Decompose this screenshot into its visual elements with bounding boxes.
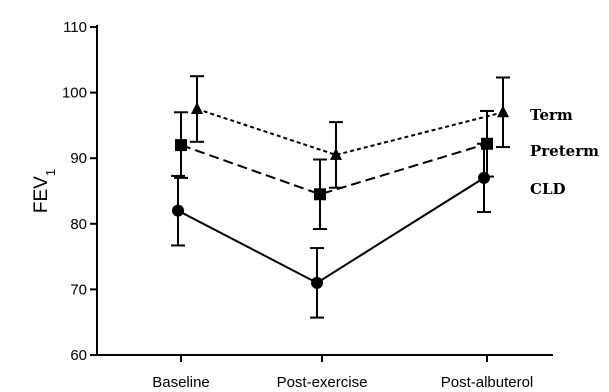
data-point-square bbox=[175, 139, 187, 152]
series-line bbox=[180, 142, 488, 196]
data-point-circle bbox=[478, 171, 490, 184]
legend-label-term: Term bbox=[530, 106, 573, 124]
legend-label-preterm: Preterm bbox=[530, 142, 599, 160]
x-tick-label: Post-exercise bbox=[277, 374, 368, 391]
y-tick-label: 110 bbox=[63, 19, 87, 36]
series-line bbox=[196, 108, 504, 156]
y-axis-title-main: FEV bbox=[31, 176, 52, 213]
x-tick-label: Baseline bbox=[152, 374, 210, 391]
series-term bbox=[190, 75, 510, 189]
y-tick-label: 60 bbox=[70, 347, 87, 364]
data-point-triangle bbox=[497, 105, 509, 118]
series-preterm bbox=[174, 109, 494, 231]
data-point-circle bbox=[172, 204, 184, 217]
data-point-triangle bbox=[191, 102, 203, 114]
legend-label-cld: CLD bbox=[530, 180, 566, 198]
axes: 60 70 80 90 100 110 Baseline Post-exercise Post-… bbox=[31, 19, 553, 391]
y-tick-label: 90 bbox=[70, 150, 87, 167]
data-point-triangle bbox=[330, 147, 342, 160]
y-tick-label: 70 bbox=[70, 281, 87, 298]
data-point-circle bbox=[311, 276, 323, 289]
series-layer bbox=[171, 75, 510, 319]
y-axis-title: FEV1 bbox=[31, 169, 58, 213]
legend-layer: Term Preterm CLD bbox=[530, 106, 599, 198]
data-point-square bbox=[314, 188, 326, 201]
x-tick-label: Post-albuterol bbox=[441, 374, 534, 391]
y-axis-title-subscript: 1 bbox=[43, 169, 58, 176]
y-tick-label: 100 bbox=[62, 85, 87, 102]
y-tick-label: 80 bbox=[70, 216, 87, 233]
series-line bbox=[177, 177, 485, 284]
series-cld bbox=[171, 142, 491, 319]
